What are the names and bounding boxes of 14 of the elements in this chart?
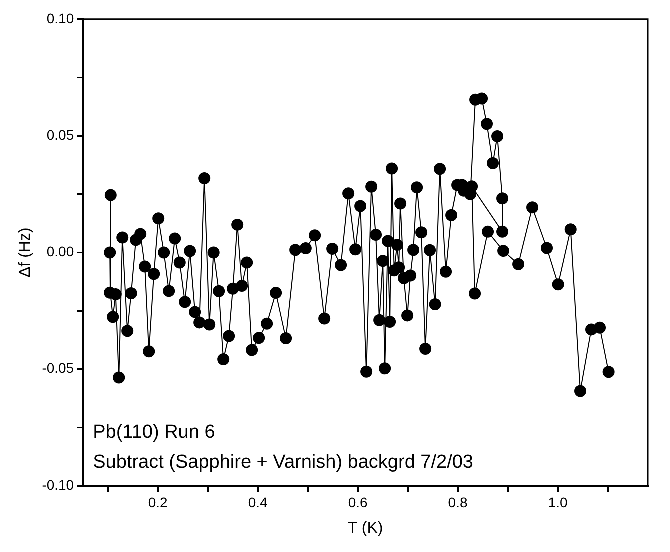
annotation: Subtract (Sapphire + Varnish) backgrd 7/2/03 (93, 452, 474, 473)
annotation: Pb(110) Run 6 (93, 422, 216, 443)
y-tick-label: 0.00 (46, 244, 74, 260)
y-axis-title: Δf (Hz) (17, 228, 34, 278)
x-tick-label: 0.6 (348, 494, 368, 510)
x-tick-label: 0.4 (248, 494, 268, 510)
x-axis-title: T (K) (348, 520, 384, 537)
y-tick-label: -0.05 (42, 360, 74, 376)
y-tick-label: 0.05 (46, 126, 74, 143)
y-tick-label: 0.10 (46, 10, 74, 26)
y-tick-label: -0.10 (42, 476, 74, 493)
x-tick-label: 1.0 (548, 494, 568, 510)
x-tick-label: 0.8 (448, 494, 468, 510)
x-tick-label: 0.2 (148, 494, 168, 510)
